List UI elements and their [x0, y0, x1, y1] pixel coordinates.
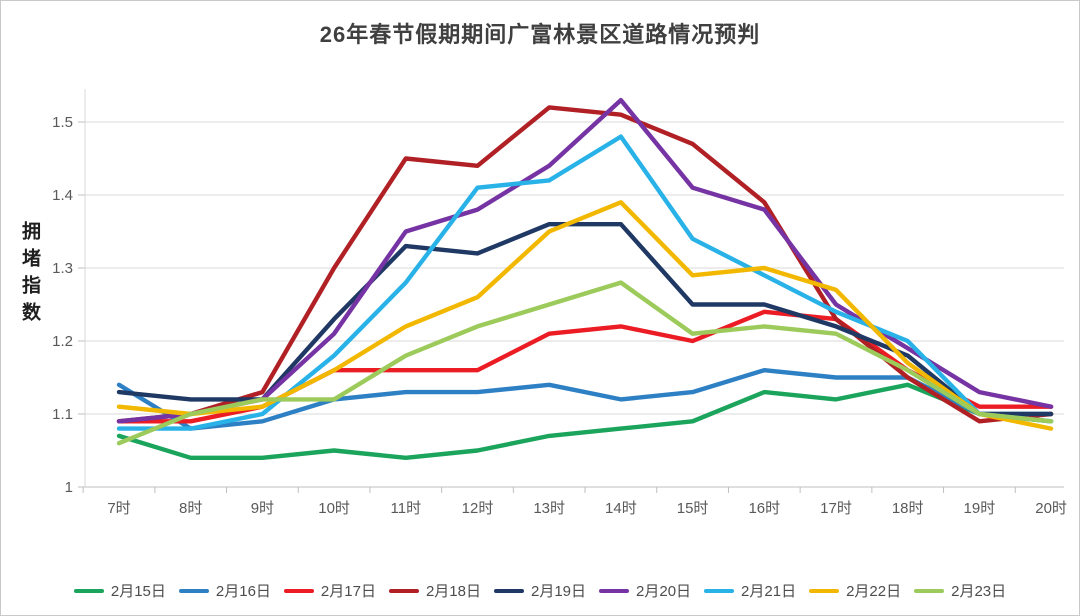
x-tick-label: 7时 — [107, 500, 130, 517]
x-tick-label: 19时 — [964, 500, 996, 517]
y-tick-label: 1.4 — [52, 187, 73, 204]
x-tick-label: 10时 — [318, 500, 350, 517]
legend-label: 2月15日 — [110, 583, 166, 600]
legend-label: 2月21日 — [741, 583, 797, 600]
legend-item-2: 2月17日 — [283, 580, 376, 601]
y-axis-title: 拥堵指数 — [19, 221, 40, 329]
series-line-1 — [116, 368, 1054, 431]
legend-label: 2月19日 — [530, 583, 587, 600]
y-tick-label: 1.5 — [52, 114, 73, 131]
legend-item-7: 2月22日 — [809, 580, 901, 601]
legend-label: 2月16日 — [215, 583, 271, 600]
legend-item-6: 2月21日 — [704, 580, 796, 601]
y-tick-label: 1 — [65, 479, 73, 496]
legend-swatch-icon — [599, 588, 630, 593]
legend-swatch-icon — [178, 588, 209, 593]
legend-item-0: 2月15日 — [73, 580, 166, 601]
x-tick-label: 18时 — [892, 500, 924, 517]
legend-item-5: 2月20日 — [599, 580, 691, 601]
series-line-3 — [116, 105, 1054, 424]
x-tick-label: 15时 — [677, 500, 709, 517]
y-tick-label: 1.2 — [52, 333, 73, 350]
series-line-0 — [116, 382, 1054, 460]
legend-swatch-icon — [914, 588, 945, 593]
legend-swatch-icon — [704, 588, 735, 593]
legend: 2月15日 2月16日 2月17日 2月18日 2月19日 2月20日 2月21日 2月22日… — [1, 580, 1079, 601]
chart-title: 26年春节假期期间广富林景区道路情况预判 — [319, 22, 761, 47]
x-tick-label: 12时 — [462, 500, 494, 517]
x-tick-label: 16时 — [748, 500, 780, 517]
legend-label: 2月17日 — [320, 583, 376, 600]
series-line-5 — [116, 97, 1054, 424]
y-tick-label: 1.3 — [52, 260, 73, 277]
y-tick-label: 1.1 — [52, 406, 73, 423]
legend-swatch-icon — [283, 588, 314, 593]
legend-item-8: 2月23日 — [914, 580, 1006, 601]
series-line-8 — [116, 280, 1054, 446]
x-tick-label: 9时 — [251, 500, 274, 517]
legend-item-1: 2月16日 — [178, 580, 271, 601]
x-tick-label: 14时 — [605, 500, 637, 517]
legend-label: 2月22日 — [846, 583, 902, 600]
x-tick-label: 11时 — [391, 500, 422, 517]
x-tick-label: 8时 — [179, 500, 202, 517]
legend-swatch-icon — [73, 588, 104, 593]
series-line-6 — [116, 134, 1054, 431]
x-tick-label: 13时 — [533, 500, 565, 517]
legend-label: 2月18日 — [425, 583, 481, 600]
legend-label: 2月23日 — [951, 583, 1007, 600]
legend-item-3: 2月18日 — [388, 580, 481, 601]
x-tick-label: 17时 — [820, 500, 852, 517]
legend-swatch-icon — [809, 588, 840, 593]
legend-swatch-icon — [493, 588, 524, 593]
legend-label: 2月20日 — [636, 583, 692, 600]
legend-item-4: 2月19日 — [493, 580, 587, 601]
legend-swatch-icon — [388, 588, 419, 593]
x-tick-label: 20时 — [1035, 500, 1067, 517]
